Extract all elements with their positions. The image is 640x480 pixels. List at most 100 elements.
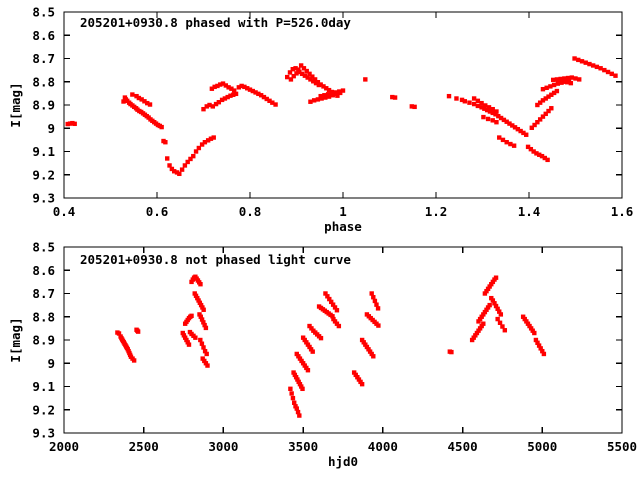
data-point bbox=[200, 305, 205, 310]
data-point bbox=[508, 141, 513, 147]
data-point bbox=[318, 82, 323, 87]
data-point bbox=[297, 413, 302, 418]
data-point bbox=[145, 100, 150, 106]
data-point bbox=[562, 76, 567, 81]
data-point bbox=[296, 379, 301, 385]
data-point bbox=[375, 306, 381, 311]
data-point bbox=[525, 144, 531, 150]
data-point bbox=[374, 302, 379, 307]
data-point bbox=[549, 106, 554, 111]
y-tick-label: 8.7 bbox=[32, 51, 55, 66]
data-point bbox=[476, 328, 481, 333]
data-point bbox=[546, 94, 551, 99]
data-point bbox=[319, 96, 324, 101]
data-point bbox=[295, 377, 300, 382]
data-point bbox=[210, 104, 215, 109]
data-point bbox=[204, 351, 209, 357]
data-point bbox=[477, 316, 483, 322]
data-point bbox=[487, 109, 493, 114]
data-point bbox=[487, 284, 492, 289]
y-axis-label: I[mag] bbox=[8, 317, 23, 362]
y-tick-label: 8.7 bbox=[32, 286, 55, 301]
data-point bbox=[305, 368, 311, 373]
y-tick-label: 8.9 bbox=[32, 98, 55, 113]
data-point bbox=[299, 71, 305, 77]
data-point bbox=[305, 75, 310, 80]
data-point bbox=[199, 142, 205, 147]
data-point bbox=[220, 81, 226, 86]
data-point bbox=[587, 61, 592, 67]
data-point bbox=[212, 84, 217, 90]
data-point bbox=[495, 306, 500, 312]
data-point bbox=[290, 67, 295, 72]
data-point bbox=[528, 146, 534, 152]
data-point bbox=[409, 104, 415, 109]
data-point bbox=[576, 57, 581, 63]
data-point bbox=[324, 86, 329, 91]
data-point bbox=[479, 105, 484, 110]
data-point bbox=[308, 77, 313, 82]
data-point bbox=[233, 91, 239, 97]
data-point bbox=[540, 348, 545, 354]
data-point bbox=[172, 169, 177, 174]
data-point bbox=[293, 375, 299, 380]
data-point bbox=[222, 96, 228, 101]
data-point bbox=[474, 330, 480, 336]
data-point bbox=[490, 298, 496, 303]
data-point bbox=[479, 323, 484, 329]
data-point bbox=[297, 69, 302, 75]
data-point bbox=[489, 295, 494, 301]
plot-title: 205201+0930.8 phased with P=526.0day bbox=[80, 15, 351, 30]
data-point bbox=[446, 93, 452, 99]
data-point bbox=[475, 98, 481, 104]
data-point bbox=[305, 342, 311, 347]
data-point bbox=[484, 288, 489, 294]
data-point bbox=[507, 121, 512, 126]
data-point bbox=[250, 88, 255, 94]
y-tick-label: 8.9 bbox=[32, 333, 55, 348]
data-point bbox=[545, 157, 550, 163]
y-tick-label: 8.8 bbox=[32, 309, 55, 324]
data-point bbox=[330, 302, 336, 307]
y-tick-label: 9.1 bbox=[32, 379, 55, 394]
y-axis-label: I[mag] bbox=[8, 82, 23, 127]
data-point bbox=[292, 372, 298, 378]
x-tick-label: 3000 bbox=[208, 439, 238, 454]
data-point bbox=[300, 386, 305, 392]
data-point bbox=[188, 156, 193, 162]
data-point bbox=[481, 321, 486, 326]
data-point bbox=[485, 116, 491, 122]
data-point bbox=[289, 391, 294, 396]
data-point bbox=[229, 86, 234, 91]
data-point bbox=[293, 66, 298, 71]
data-point bbox=[609, 71, 614, 77]
x-tick-label: 5500 bbox=[607, 439, 637, 454]
data-point bbox=[296, 354, 301, 359]
data-point bbox=[356, 377, 362, 382]
data-point bbox=[122, 95, 128, 100]
y-tick-label: 8.6 bbox=[32, 263, 55, 278]
data-point bbox=[486, 105, 492, 110]
data-point bbox=[535, 340, 540, 345]
data-point bbox=[359, 381, 365, 387]
data-point bbox=[497, 309, 502, 314]
y-tick-label: 9.2 bbox=[32, 402, 55, 417]
data-point bbox=[201, 320, 206, 325]
data-point bbox=[245, 86, 250, 91]
data-point bbox=[201, 307, 206, 312]
data-point bbox=[454, 96, 459, 101]
data-point bbox=[477, 326, 483, 331]
data-point bbox=[192, 291, 197, 296]
data-point bbox=[185, 159, 190, 165]
data-point bbox=[481, 312, 486, 317]
data-point bbox=[540, 86, 546, 92]
data-point bbox=[189, 279, 194, 285]
data-point bbox=[182, 163, 188, 168]
data-point bbox=[323, 95, 328, 100]
data-point bbox=[479, 100, 484, 106]
data-point bbox=[299, 384, 304, 389]
data-point bbox=[179, 167, 185, 172]
data-point bbox=[189, 313, 194, 319]
data-point bbox=[199, 317, 205, 322]
data-point bbox=[369, 291, 374, 296]
